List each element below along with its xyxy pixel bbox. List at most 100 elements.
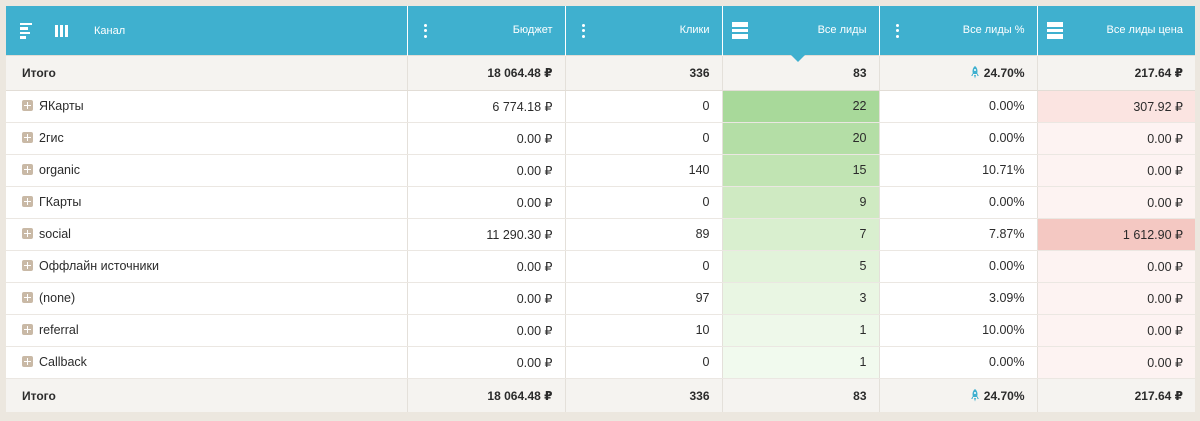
- budget-cell: 11 290.30 ₽: [407, 218, 566, 251]
- channel-cell: Callback: [6, 346, 408, 379]
- rocket-icon: [970, 65, 979, 78]
- clicks-cell: 0: [565, 186, 723, 219]
- channel-name: (none): [39, 291, 76, 305]
- column-header-budget[interactable]: Бюджет: [407, 6, 566, 55]
- totals-budget: 18 064.48 ₽: [407, 54, 566, 91]
- table-row[interactable]: Callback 0.00 ₽0 1 0.00% 0.00 ₽: [6, 346, 1195, 379]
- leads-pct-cell: 0.00%: [879, 346, 1038, 379]
- report-table-panel: Канал Бюджет Клики Все лиды Все лиды %: [6, 6, 1195, 412]
- stack-icon[interactable]: [1044, 6, 1066, 55]
- table-row[interactable]: organic 0.00 ₽140 15 10.71% 0.00 ₽: [6, 154, 1195, 187]
- sort-indicator-icon: [790, 54, 805, 62]
- expand-plus-icon[interactable]: [22, 164, 33, 175]
- expand-plus-icon[interactable]: [22, 260, 33, 271]
- clicks-cell: 0: [565, 122, 723, 155]
- totals-leads-price: 217.64 ₽: [1037, 54, 1195, 91]
- expand-plus-icon[interactable]: [22, 356, 33, 367]
- channel-cell: social: [6, 218, 408, 251]
- table-row[interactable]: referral 0.00 ₽10 1 10.00% 0.00 ₽: [6, 314, 1195, 347]
- table-row[interactable]: Оффлайн источники 0.00 ₽0 5 0.00% 0.00 ₽: [6, 250, 1195, 283]
- table-row[interactable]: (none) 0.00 ₽97 3 3.09% 0.00 ₽: [6, 282, 1195, 315]
- totals-budget: 18 064.48 ₽: [407, 377, 566, 412]
- column-header-leads-pct[interactable]: Все лиды %: [879, 6, 1038, 55]
- table-row[interactable]: 2гис 0.00 ₽0 20 0.00% 0.00 ₽: [6, 122, 1195, 155]
- leads-price-cell: 0.00 ₽: [1037, 314, 1195, 347]
- rocket-icon: [970, 388, 979, 401]
- leads-price-cell: 307.92 ₽: [1037, 90, 1195, 123]
- expand-plus-icon[interactable]: [22, 100, 33, 111]
- clicks-cell: 0: [565, 90, 723, 123]
- stack-icon[interactable]: [729, 6, 751, 55]
- more-vert-icon[interactable]: [888, 6, 908, 55]
- column-label-budget: Бюджет: [512, 24, 553, 37]
- clicks-cell: 140: [565, 154, 723, 187]
- leads-pct-cell: 10.00%: [879, 314, 1038, 347]
- columns-icon[interactable]: [52, 6, 70, 55]
- channel-name: Callback: [39, 355, 87, 369]
- clicks-cell: 97: [565, 282, 723, 315]
- more-vert-icon[interactable]: [574, 6, 594, 55]
- more-vert-icon[interactable]: [416, 6, 436, 55]
- channel-cell: referral: [6, 314, 408, 347]
- column-label-channel: Канал: [94, 24, 126, 37]
- channel-name: 2гис: [39, 131, 64, 145]
- totals-leads-pct: 24.70%: [879, 54, 1038, 91]
- table-row[interactable]: social 11 290.30 ₽89 7 7.87% 1 612.90 ₽: [6, 218, 1195, 251]
- leads-pct-cell: 0.00%: [879, 90, 1038, 123]
- channel-cell: (none): [6, 282, 408, 315]
- expand-plus-icon[interactable]: [22, 324, 33, 335]
- leads-cell: 5: [722, 250, 880, 283]
- column-header-leads[interactable]: Все лиды: [722, 6, 880, 62]
- column-label-leads: Все лиды: [817, 24, 867, 37]
- totals-row-bottom: Итого 18 064.48 ₽ 336 83 24.70% 217.64 ₽: [6, 377, 1195, 412]
- totals-leads-pct: 24.70%: [879, 377, 1038, 412]
- budget-cell: 0.00 ₽: [407, 314, 566, 347]
- table-header-row: Канал Бюджет Клики Все лиды Все лиды %: [6, 6, 1195, 62]
- budget-cell: 0.00 ₽: [407, 154, 566, 187]
- totals-row-top: Итого 18 064.48 ₽ 336 83 24.70% 217.64 ₽: [6, 54, 1195, 91]
- leads-cell: 7: [722, 218, 880, 251]
- column-label-leads-price: Все лиды цена: [1106, 24, 1183, 37]
- leads-cell: 20: [722, 122, 880, 155]
- channel-name: ГКарты: [39, 195, 82, 209]
- totals-leads-pct-value: 24.70%: [983, 65, 1025, 80]
- channel-name: referral: [39, 323, 79, 337]
- leads-pct-cell: 0.00%: [879, 186, 1038, 219]
- leads-price-cell: 0.00 ₽: [1037, 250, 1195, 283]
- channel-cell: organic: [6, 154, 408, 187]
- leads-pct-cell: 7.87%: [879, 218, 1038, 251]
- totals-label: Итого: [6, 377, 408, 412]
- column-header-channel[interactable]: Канал: [6, 6, 408, 55]
- totals-clicks: 336: [565, 54, 723, 91]
- expand-plus-icon[interactable]: [22, 292, 33, 303]
- leads-price-cell: 1 612.90 ₽: [1037, 218, 1195, 251]
- expand-plus-icon[interactable]: [22, 228, 33, 239]
- totals-leads-pct-value: 24.70%: [983, 388, 1025, 403]
- leads-pct-cell: 0.00%: [879, 250, 1038, 283]
- leads-price-cell: 0.00 ₽: [1037, 282, 1195, 315]
- channel-cell: 2гис: [6, 122, 408, 155]
- channel-name: social: [39, 227, 71, 241]
- expand-plus-icon[interactable]: [22, 196, 33, 207]
- channel-name: organic: [39, 163, 80, 177]
- clicks-cell: 89: [565, 218, 723, 251]
- expand-plus-icon[interactable]: [22, 132, 33, 143]
- budget-cell: 0.00 ₽: [407, 186, 566, 219]
- column-header-clicks[interactable]: Клики: [565, 6, 723, 55]
- table-row[interactable]: ГКарты 0.00 ₽0 9 0.00% 0.00 ₽: [6, 186, 1195, 219]
- column-header-leads-price[interactable]: Все лиды цена: [1037, 6, 1195, 55]
- table-row[interactable]: ЯКарты 6 774.18 ₽0 22 0.00% 307.92 ₽: [6, 90, 1195, 123]
- totals-leads: 83: [722, 377, 880, 412]
- align-left-icon[interactable]: [20, 6, 38, 55]
- budget-cell: 0.00 ₽: [407, 282, 566, 315]
- channel-report-table: Канал Бюджет Клики Все лиды Все лиды %: [6, 6, 1195, 412]
- leads-pct-cell: 10.71%: [879, 154, 1038, 187]
- totals-leads-price: 217.64 ₽: [1037, 377, 1195, 412]
- leads-cell: 3: [722, 282, 880, 315]
- leads-price-cell: 0.00 ₽: [1037, 122, 1195, 155]
- column-label-clicks: Клики: [679, 24, 710, 37]
- clicks-cell: 0: [565, 250, 723, 283]
- totals-clicks: 336: [565, 377, 723, 412]
- channel-name: Оффлайн источники: [39, 259, 159, 273]
- totals-label: Итого: [6, 54, 408, 91]
